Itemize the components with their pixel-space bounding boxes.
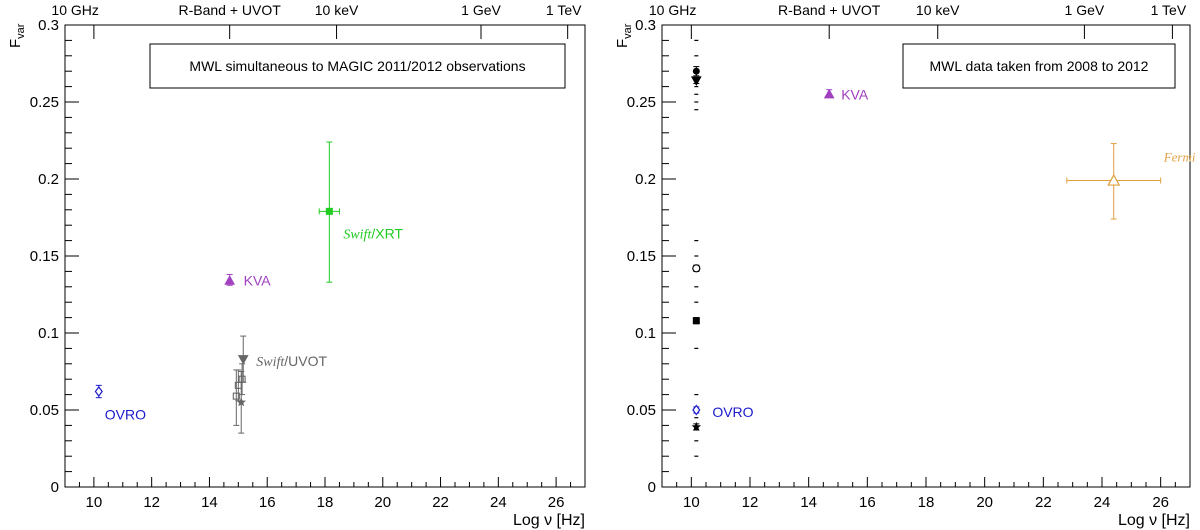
- series-label: KVA: [841, 86, 869, 102]
- x-tick-label: 18: [317, 494, 334, 511]
- series-label-rest: /XRT: [371, 225, 403, 241]
- y-axis-label-main: F: [7, 39, 24, 48]
- series-2: KVA: [823, 86, 869, 102]
- series-4: Swift/UVOT: [232, 335, 327, 434]
- series-3: Fermi: [1066, 143, 1196, 220]
- y-tick-label: 0.15: [30, 248, 59, 265]
- series-label: OVRO: [105, 407, 146, 423]
- data-point: [232, 392, 240, 400]
- y-tick-label: 0.25: [627, 94, 656, 111]
- series-label-italic: Swift: [256, 355, 285, 370]
- y-axis-label-main: F: [614, 39, 631, 48]
- y-axis-label: Fvar: [614, 23, 634, 48]
- series-label: Swift/UVOT: [256, 353, 327, 370]
- y-axis-label-sub: var: [15, 23, 27, 39]
- y-tick-label: 0: [648, 479, 656, 496]
- y-tick-label: 0.2: [635, 171, 656, 188]
- y-tick-label: 0.15: [627, 248, 656, 265]
- y-tick-label: 0.2: [38, 171, 59, 188]
- top-axis-label: 10 keV: [916, 2, 960, 18]
- top-axis-label: 1 TeV: [1151, 2, 1187, 18]
- x-tick-label: 12: [742, 494, 759, 511]
- y-tick-label: 0.1: [38, 325, 59, 342]
- x-tick-label: 20: [976, 494, 993, 511]
- series-label: Swift/XRT: [343, 225, 403, 242]
- data-point: [237, 355, 249, 365]
- series-2: KVA: [224, 273, 272, 289]
- x-axis-label: Log ν [Hz]: [513, 512, 585, 529]
- top-axis-label: 10 GHz: [51, 2, 98, 18]
- series-3: Swift/XRT: [318, 141, 403, 283]
- data-point: [224, 275, 236, 285]
- data-point: [238, 375, 246, 383]
- y-tick-label: 0.3: [38, 17, 59, 34]
- top-axis-label: 10 GHz: [649, 2, 696, 18]
- data-point: [690, 76, 702, 86]
- x-axis-label: Log ν [Hz]: [1118, 512, 1190, 529]
- y-tick-label: 0: [51, 479, 59, 496]
- top-axis-label: R-Band + UVOT: [778, 2, 881, 18]
- data-point: [325, 207, 333, 215]
- top-axis-label: 1 TeV: [546, 2, 582, 18]
- data-point: [692, 67, 700, 75]
- mojave-extra-points: [694, 39, 699, 457]
- x-tick-label: 26: [548, 494, 565, 511]
- series-label-rest: /UVOT: [284, 353, 327, 369]
- data-point: [1107, 173, 1121, 186]
- data-point: [692, 264, 701, 273]
- y-axis-label-sub: var: [622, 23, 634, 39]
- x-tick-label: 10: [86, 494, 103, 511]
- x-tick-label: 16: [259, 494, 276, 511]
- x-tick-label: 14: [201, 494, 218, 511]
- x-tick-label: 10: [683, 494, 700, 511]
- series-1: OVRO: [94, 384, 146, 423]
- chart-panel-1: 10 12 14 16 18 20 22 24 26 0 0.05 0.1 0.15 0.2 0.25 0.3…: [7, 2, 586, 529]
- y-tick-label: 0.05: [30, 402, 59, 419]
- x-tick-label: 22: [432, 494, 449, 511]
- x-tick-label: 16: [859, 494, 876, 511]
- y-axis-label: Fvar: [7, 23, 27, 48]
- series-4: MOJAVE: [690, 66, 702, 431]
- top-axis-label: 10 keV: [315, 2, 359, 18]
- x-tick-label: 22: [1035, 494, 1052, 511]
- series-label: OVRO: [712, 404, 753, 420]
- x-tick-label: 14: [800, 494, 817, 511]
- data-point: [692, 317, 700, 325]
- y-tick-label: 0.1: [635, 325, 656, 342]
- chart-panel-2: 10 12 14 16 18 20 22 24 26 0 0.05 0.1 0.15 0.2 0.25 0.3…: [614, 2, 1196, 529]
- data-point: [94, 386, 103, 398]
- data-point: [823, 88, 835, 99]
- series-1: OVRO: [692, 404, 754, 420]
- title-box: [902, 43, 1176, 89]
- chart-title: MWL data taken from 2008 to 2012: [930, 58, 1149, 74]
- x-tick-label: 24: [1094, 494, 1111, 511]
- data-point: [236, 397, 246, 407]
- top-axis-label: 1 GeV: [461, 2, 501, 18]
- top-axis-label: 1 GeV: [1065, 2, 1105, 18]
- top-axis-label: R-Band + UVOT: [179, 2, 282, 18]
- chart-title: MWL simultaneous to MAGIC 2011/2012 obse…: [189, 58, 525, 74]
- series-label: Fermi: [1163, 150, 1196, 165]
- title-box: [149, 43, 566, 89]
- x-tick-label: 24: [490, 494, 507, 511]
- series-label: KVA: [244, 273, 272, 289]
- x-tick-label: 20: [374, 494, 391, 511]
- x-tick-label: 26: [1152, 494, 1169, 511]
- data-point: [692, 404, 701, 416]
- x-tick-label: 12: [143, 494, 160, 511]
- y-tick-label: 0.05: [627, 402, 656, 419]
- data-point: [691, 421, 702, 431]
- y-tick-label: 0.3: [635, 17, 656, 34]
- y-tick-label: 0.25: [30, 94, 59, 111]
- x-tick-label: 18: [918, 494, 935, 511]
- series-label-italic: Swift: [343, 227, 372, 242]
